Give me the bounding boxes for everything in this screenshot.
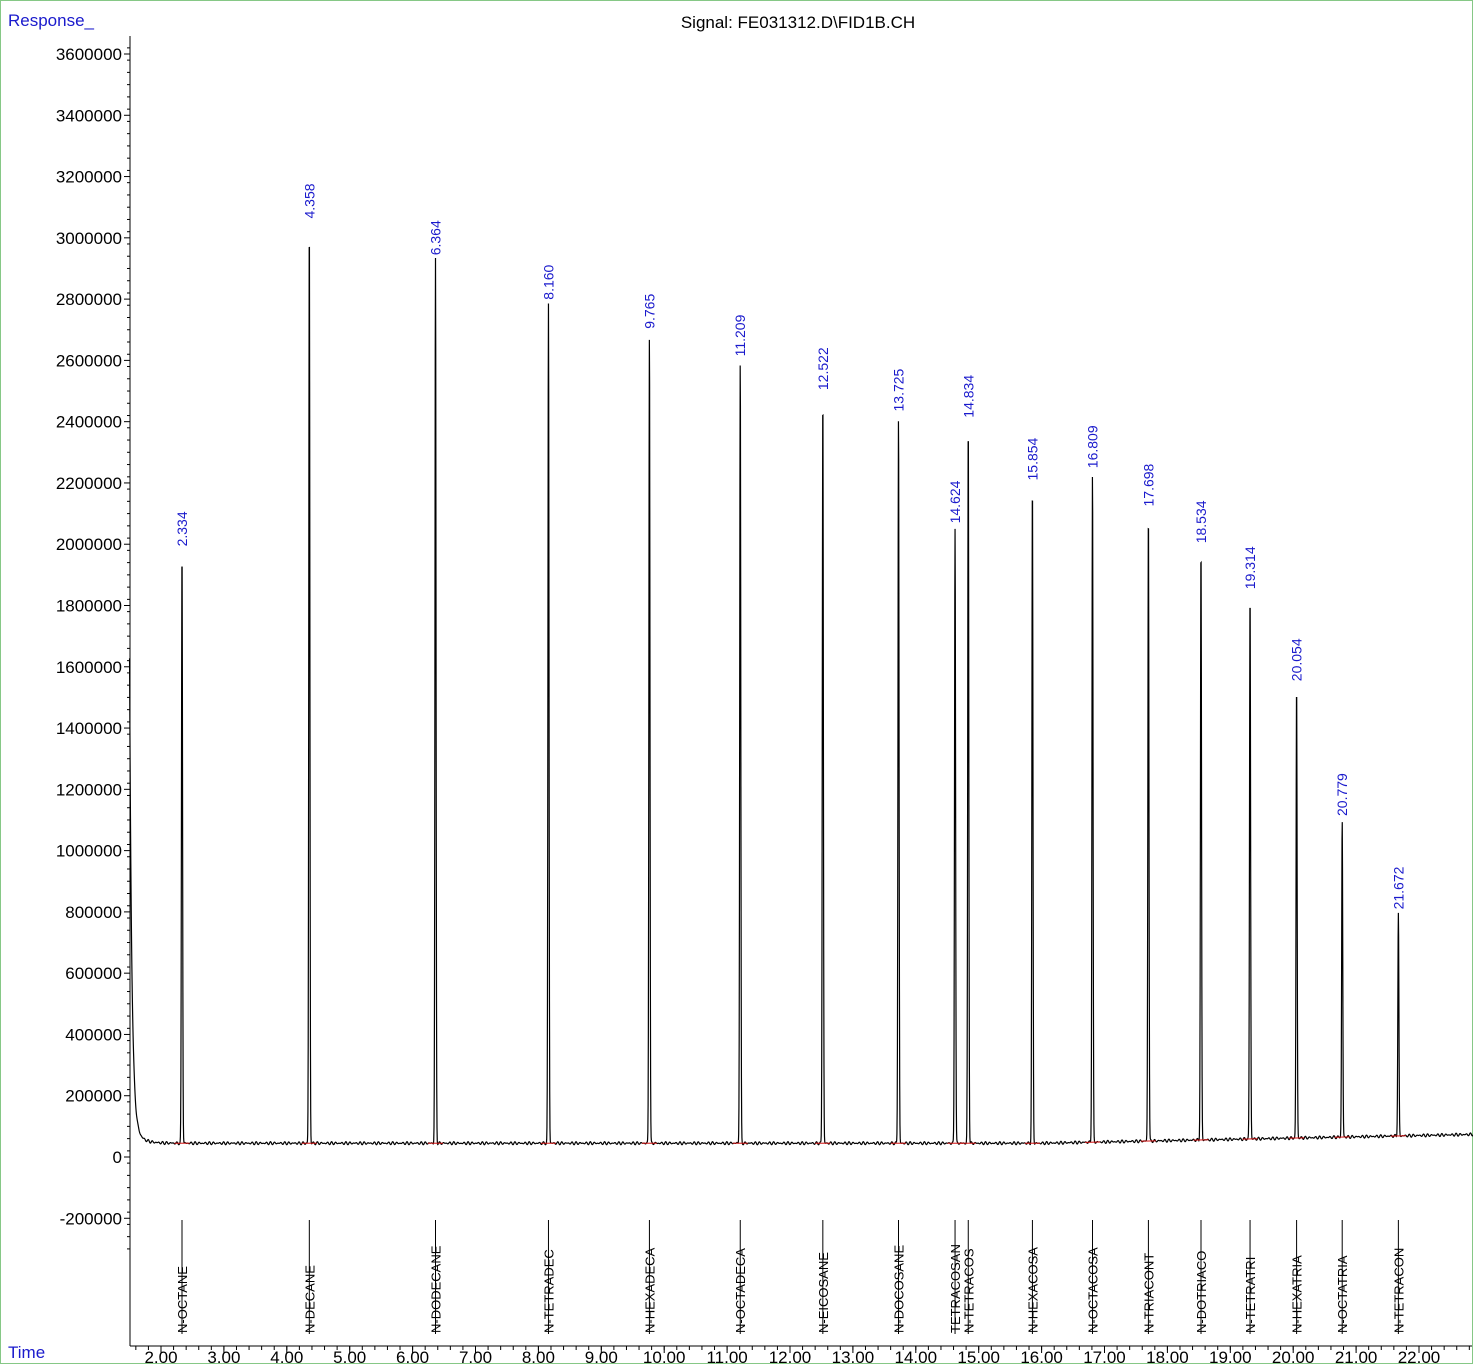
compound-label: N-DODECANE xyxy=(429,1245,444,1333)
compound-label: N-HEXACOSA xyxy=(1025,1247,1040,1333)
retention-time-label: 2.334 xyxy=(174,511,190,546)
compound-label: N-HEXATRIA xyxy=(1290,1255,1305,1333)
compound-label: N-TETRACON xyxy=(1391,1248,1406,1333)
compound-label: TETRACOSAN xyxy=(948,1244,963,1333)
x-tick-label: 8.00 xyxy=(522,1348,555,1364)
y-tick-label: 1400000 xyxy=(56,719,122,738)
y-tick-label: 600000 xyxy=(65,964,122,983)
retention-time-label: 20.054 xyxy=(1289,638,1305,681)
x-tick-label: 12.00 xyxy=(769,1348,812,1364)
retention-time-label: 12.522 xyxy=(815,347,831,390)
retention-time-label: 18.534 xyxy=(1193,500,1209,543)
chart-title: Signal: FE031312.D\FID1B.CH xyxy=(681,13,915,32)
y-tick-label: 1800000 xyxy=(56,597,122,616)
retention-time-label: 9.765 xyxy=(641,294,657,329)
compound-label: N-TRIACONT xyxy=(1141,1253,1156,1333)
compound-label: N-OCTACOSA xyxy=(1086,1247,1101,1333)
y-tick-label: 2600000 xyxy=(56,351,122,370)
y-tick-label: 3600000 xyxy=(56,45,122,64)
x-tick-label: 14.00 xyxy=(895,1348,938,1364)
x-tick-label: 7.00 xyxy=(459,1348,492,1364)
retention-time-label: 16.809 xyxy=(1085,425,1101,468)
x-tick-label: 10.00 xyxy=(643,1348,686,1364)
x-tick-label: 18.00 xyxy=(1146,1348,1189,1364)
retention-time-label: 17.698 xyxy=(1140,463,1156,506)
compound-label: N-HEXADECA xyxy=(642,1247,657,1333)
y-tick-label: 1000000 xyxy=(56,842,122,861)
x-tick-label: 3.00 xyxy=(207,1348,240,1364)
y-axis-ticks: 3600000 3400000 3200000 3000000 2800000 26000… xyxy=(56,45,130,1250)
x-tick-label: 13.00 xyxy=(832,1348,875,1364)
compound-label: N-DOCOSANE xyxy=(892,1245,907,1333)
compound-label: N-DECANE xyxy=(302,1265,317,1333)
y-axis-title: Response_ xyxy=(8,11,95,30)
x-axis-title: Time xyxy=(8,1343,45,1362)
compound-label: N-TETRACOS xyxy=(961,1248,976,1333)
x-tick-label: 17.00 xyxy=(1083,1348,1126,1364)
x-axis-ticks: 2.00 3.00 4.00 5.00 6.00 7.00 8.00 9.00 10.00 11.… xyxy=(135,1346,1470,1364)
x-tick-label: 19.00 xyxy=(1209,1348,1252,1364)
x-tick-label: 15.00 xyxy=(957,1348,1000,1364)
compound-label: N-EICOSANE xyxy=(816,1252,831,1333)
retention-time-label: 20.779 xyxy=(1334,773,1350,816)
x-tick-label: 6.00 xyxy=(396,1348,429,1364)
y-tick-label: 3000000 xyxy=(56,229,122,248)
x-tick-label: 5.00 xyxy=(333,1348,366,1364)
y-tick-label: 3200000 xyxy=(56,168,122,187)
x-tick-label: 4.00 xyxy=(270,1348,303,1364)
x-tick-label: 16.00 xyxy=(1020,1348,1063,1364)
y-tick-label: 2400000 xyxy=(56,413,122,432)
y-tick-label: 2000000 xyxy=(56,535,122,554)
y-tick-label: 1600000 xyxy=(56,658,122,677)
compound-label: N-DOTRIACO xyxy=(1194,1251,1209,1333)
y-tick-label: 200000 xyxy=(65,1087,122,1106)
x-tick-label: 21.00 xyxy=(1335,1348,1378,1364)
y-tick-label: 1200000 xyxy=(56,780,122,799)
retention-time-labels: 2.334 4.358 6.364 8.160 9.765 11.209 12.522 13.… xyxy=(174,183,1406,909)
x-tick-label: 20.00 xyxy=(1272,1348,1315,1364)
retention-time-label: 11.209 xyxy=(732,314,748,356)
signal-trace xyxy=(128,246,1473,1146)
trace-group xyxy=(128,246,1473,1146)
compound-label: N-TETRATRI xyxy=(1243,1257,1258,1333)
y-tick-label: 3400000 xyxy=(56,106,122,125)
retention-time-label: 13.725 xyxy=(891,368,907,411)
retention-time-label: 19.314 xyxy=(1242,546,1258,589)
retention-time-label: 4.358 xyxy=(301,183,317,218)
y-tick-label: 800000 xyxy=(65,903,122,922)
retention-time-label: 6.364 xyxy=(428,220,444,255)
compound-label: N-OCTATRIA xyxy=(1335,1255,1350,1333)
retention-time-label: 15.854 xyxy=(1024,437,1040,480)
y-tick-label: 0 xyxy=(113,1148,122,1167)
y-tick-label: 2800000 xyxy=(56,290,122,309)
compound-label: N-OCTADECA xyxy=(733,1248,748,1333)
compound-label: N-OCTANE xyxy=(175,1266,190,1333)
retention-time-label: 8.160 xyxy=(541,264,557,299)
integration-baselines xyxy=(174,1135,1406,1144)
retention-time-label: 21.672 xyxy=(1390,866,1406,909)
y-tick-label: 400000 xyxy=(65,1025,122,1044)
x-tick-label: 2.00 xyxy=(144,1348,177,1364)
retention-time-label: 14.624 xyxy=(947,480,963,523)
x-tick-label: 22.00 xyxy=(1398,1348,1441,1364)
y-tick-label: -200000 xyxy=(60,1209,122,1228)
x-tick-label: 9.00 xyxy=(585,1348,618,1364)
y-tick-label: 2200000 xyxy=(56,474,122,493)
compound-label: N-TETRADEC xyxy=(542,1249,557,1333)
compound-labels: N-OCTANE N-DECANE N-DODECANE N-TETRADEC N-HE… xyxy=(175,1220,1406,1334)
retention-time-label: 14.834 xyxy=(960,375,976,418)
x-tick-label: 11.00 xyxy=(706,1348,747,1364)
